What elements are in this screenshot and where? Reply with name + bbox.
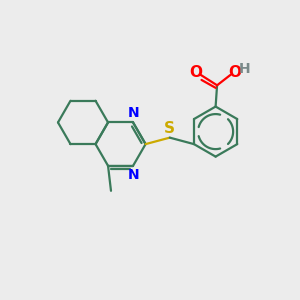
Text: N: N (127, 106, 139, 120)
Text: S: S (164, 121, 175, 136)
Text: N: N (127, 168, 139, 182)
Text: H: H (239, 62, 251, 76)
Text: O: O (189, 65, 202, 80)
Text: O: O (229, 65, 242, 80)
